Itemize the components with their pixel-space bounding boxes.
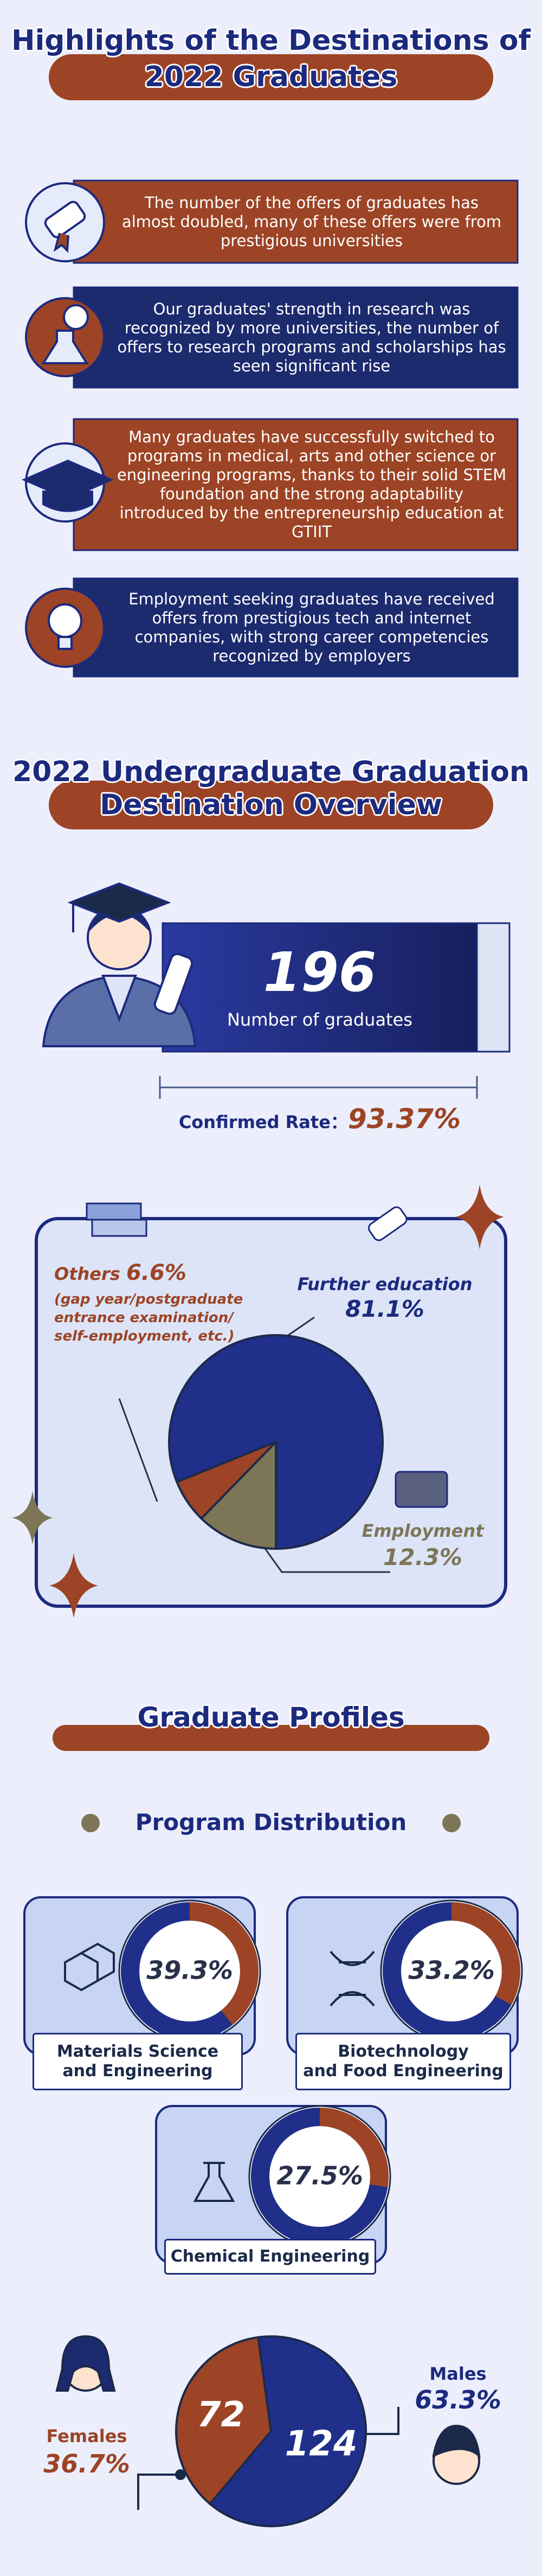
highlight-card	[73, 179, 519, 264]
section-title: Destination Overview	[100, 789, 442, 821]
highlight-icons	[22, 182, 114, 668]
subtitle: Program Distribution	[135, 1809, 407, 1836]
percent-label: 36.7%	[43, 2449, 130, 2478]
percent-label: 63.3%	[415, 2385, 501, 2414]
dot	[81, 1814, 100, 1832]
value-label: 81.1%	[345, 1296, 424, 1322]
dot	[175, 2469, 186, 2480]
pie-slice	[175, 2336, 273, 2506]
graduates-count: 196	[263, 941, 377, 1004]
person-icons	[55, 2335, 481, 2485]
confirmed-rate: Confirmed Rate： 93.37%	[163, 1103, 477, 1135]
category: Males	[429, 2364, 487, 2384]
pie-slice	[208, 2335, 367, 2527]
pie-slice	[199, 1439, 278, 1550]
value-label: 12.3%	[383, 1544, 462, 1570]
program-label: Chemical Engineering	[164, 2239, 376, 2275]
title: 2022 Graduates	[144, 61, 398, 93]
highlight-card	[73, 418, 519, 551]
donut-value: 33.2%	[408, 1956, 495, 1985]
decorations	[12, 1184, 504, 1618]
title-pill	[49, 54, 493, 100]
graduate-figure	[42, 882, 197, 1047]
others-detail: (gap year/postgraduate entrance examinat…	[54, 1291, 243, 1344]
highlight-card	[73, 577, 519, 678]
section-pill	[49, 781, 493, 829]
category: Employment	[362, 1521, 484, 1541]
highlight-text: Many graduates have successfully switche…	[117, 428, 507, 541]
program-label: Materials Science and Engineering	[33, 2033, 243, 2090]
donut-arc	[451, 1902, 520, 2005]
stat-box	[162, 922, 478, 1053]
section-pill	[53, 1725, 489, 1751]
stat-box-edge	[476, 922, 511, 1053]
donut-value: 27.5%	[276, 2161, 363, 2191]
category: Further education	[297, 1274, 473, 1295]
highlight-card	[73, 286, 519, 389]
highlight-text: The number of the offers of graduates ha…	[121, 193, 502, 250]
category: Others	[54, 1264, 120, 1284]
confirmed-rate-label: Confirmed Rate：	[178, 1112, 348, 1132]
confirmed-rate-value: 93.37%	[347, 1103, 461, 1135]
donut-value: 39.3%	[146, 1956, 233, 1985]
graduates-label: Number of graduates	[227, 1009, 412, 1030]
highlight-text: Employment seeking graduates have receiv…	[128, 589, 495, 665]
donut-arc	[319, 2108, 389, 2187]
title: Highlights of the Destinations of	[11, 24, 531, 57]
pie-slice	[175, 1441, 277, 1520]
bracket	[159, 1076, 478, 1099]
slice-value: 72	[197, 2395, 245, 2435]
donut-arc	[189, 1902, 259, 2025]
category: Females	[46, 2426, 127, 2446]
value-label: 6.6%	[126, 1260, 186, 1285]
program-icons	[64, 1942, 375, 2202]
slice-value: 124	[285, 2424, 358, 2464]
dot	[442, 1814, 461, 1832]
highlight-text: Our graduates' strength in research was …	[117, 299, 506, 375]
section-title: 2022 Undergraduate Graduation	[12, 756, 530, 788]
section-title: Graduate Profiles	[137, 1702, 405, 1733]
program-label: Biotechnology and Food Engineering	[295, 2033, 511, 2090]
pie-label: Others 6.6%	[54, 1260, 186, 1285]
